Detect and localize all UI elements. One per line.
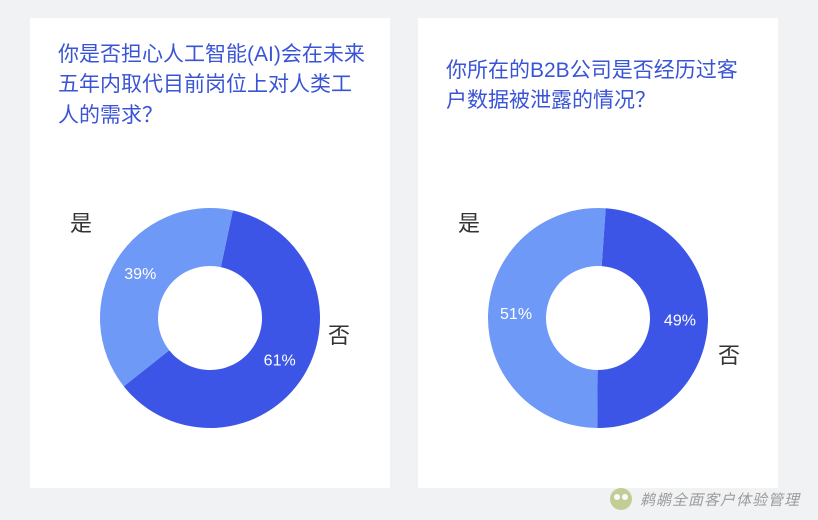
slice-ext-label: 是	[70, 206, 92, 238]
slice-ext-label: 否	[328, 318, 350, 350]
watermark-icon	[610, 488, 632, 510]
slice-pct-label: 49%	[664, 312, 696, 329]
slice-pct-label: 61%	[264, 352, 296, 369]
slice-pct-label: 51%	[500, 306, 532, 323]
chart-panel-right: 你所在的B2B公司是否经历过客户数据被泄露的情况？49%51%是否	[418, 18, 778, 488]
slice-ext-label: 否	[718, 338, 740, 370]
slice-pct-label: 39%	[124, 266, 156, 283]
chart-panel-left: 你是否担心人工智能(AI)会在未来五年内取代目前岗位上对人类工人的需求？61%3…	[30, 18, 390, 488]
watermark: 鹈鹕全面客户体验管理	[610, 488, 800, 510]
watermark-text: 鹈鹕全面客户体验管理	[640, 489, 800, 510]
donut-chart: 61% 39%	[30, 18, 390, 488]
donut-chart: 49% 51%	[418, 18, 778, 488]
slice-ext-label: 是	[458, 206, 480, 238]
